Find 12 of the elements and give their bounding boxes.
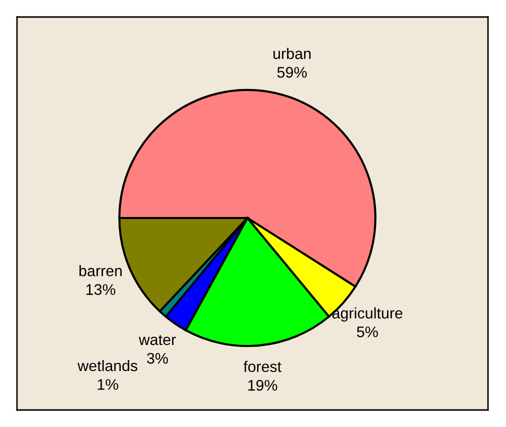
data-label: 13% [86,284,116,295]
slice-label: water [138,335,176,346]
slice-label: forest [244,360,282,372]
data-label: 3% [146,352,168,364]
slice-label: wetlands [78,360,138,372]
slice-label: agriculture [332,307,402,322]
data-label: 1% [98,379,118,390]
slice-label: urban [273,48,311,60]
data-label: 19% [248,380,278,391]
data-label: 5% [356,326,378,338]
data-label: 59% [277,66,307,78]
slice-label: barren [79,265,122,276]
